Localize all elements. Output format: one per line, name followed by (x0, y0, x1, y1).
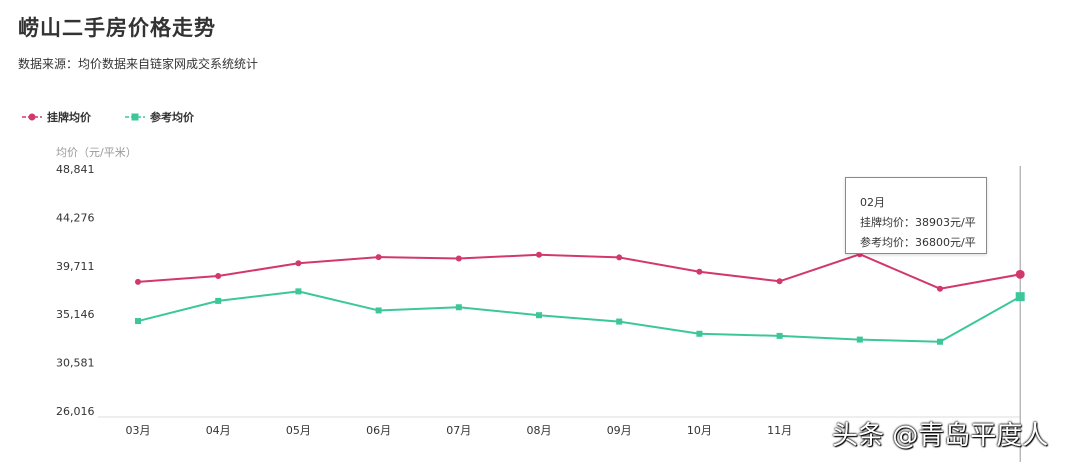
data-point (616, 318, 623, 325)
tooltip-listing-price: 挂牌均价：38903元/平 (860, 216, 976, 229)
data-point (455, 304, 462, 311)
square-marker-icon (125, 113, 145, 121)
data-point (295, 288, 302, 295)
data-point (375, 254, 382, 261)
data-tooltip: 02月 挂牌均价：38903元/平 参考均价：36800元/平 (845, 177, 987, 254)
watermark: 头条 @青岛平度人 (832, 421, 1049, 451)
legend-label: 参考均价 (150, 111, 194, 124)
chart-title: 崂山二手房价格走势 (18, 16, 216, 40)
x-tick-label: 10月 (687, 424, 712, 437)
data-point (375, 307, 382, 314)
data-point (856, 336, 863, 343)
data-point (1015, 269, 1025, 279)
x-tick-label: 03月 (126, 424, 151, 437)
data-point (295, 260, 302, 267)
data-point (455, 255, 462, 262)
x-tick-label: 05月 (286, 424, 311, 437)
legend: 挂牌均价 参考均价 (22, 109, 228, 125)
x-tick-label: 06月 (366, 424, 391, 437)
data-point (536, 312, 542, 319)
data-point (215, 272, 222, 279)
series-line (137, 290, 1021, 343)
tooltip-title: 02月 (860, 196, 885, 209)
data-point (696, 268, 703, 275)
x-tick-label: 11月 (767, 424, 792, 437)
legend-item-listing-price[interactable]: 挂牌均价 (22, 109, 91, 125)
data-point (776, 332, 783, 339)
data-point (135, 318, 141, 325)
data-point (937, 338, 943, 345)
x-tick-label: 07月 (446, 424, 471, 437)
data-point (696, 330, 703, 337)
data-point (215, 297, 222, 304)
data-point (1015, 292, 1025, 302)
y-tick-label: 39,711 (56, 260, 95, 273)
y-axis-title: 均价（元/平米） (56, 146, 137, 159)
data-source-note: 数据来源：均价数据来自链家网成交系统统计 (18, 57, 259, 71)
x-tick-label: 09月 (607, 424, 632, 437)
y-tick-label: 35,146 (56, 308, 95, 321)
data-point (536, 251, 542, 258)
data-point (776, 278, 783, 285)
legend-item-reference-price[interactable]: 参考均价 (125, 109, 194, 125)
y-tick-label: 30,581 (56, 357, 95, 370)
x-tick-label: 04月 (206, 424, 231, 437)
tooltip-reference-price: 参考均价：36800元/平 (860, 236, 976, 249)
data-point (937, 285, 943, 292)
y-tick-label: 44,276 (56, 211, 95, 224)
data-point (135, 278, 141, 285)
legend-label: 挂牌均价 (47, 111, 91, 124)
y-tick-label: 26,016 (56, 405, 95, 418)
circle-marker-icon (22, 113, 42, 121)
y-tick-label: 48,841 (56, 163, 95, 176)
data-point (616, 254, 623, 261)
series-line (137, 253, 1021, 290)
x-tick-label: 08月 (527, 424, 552, 437)
